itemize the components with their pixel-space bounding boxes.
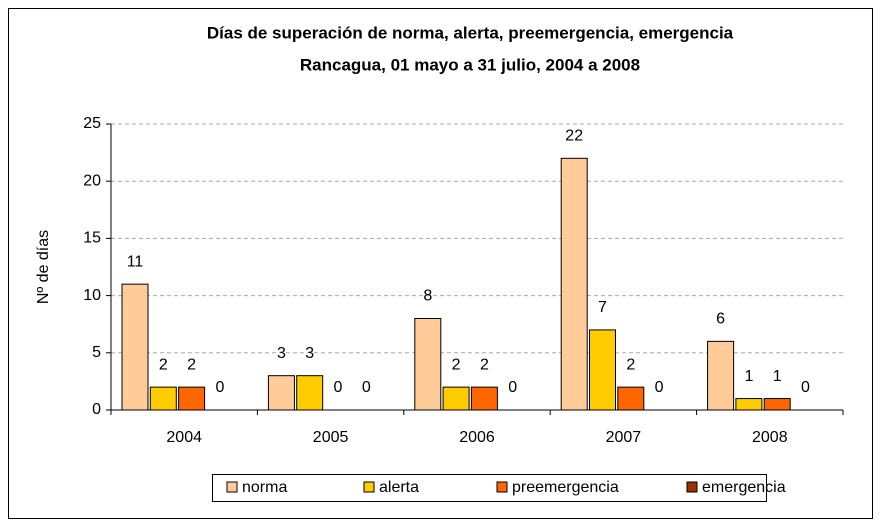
data-label: 1 — [744, 368, 753, 385]
data-label: 1 — [773, 368, 782, 385]
bar — [149, 386, 177, 411]
data-label: 7 — [598, 299, 607, 316]
y-tick-label: 20 — [83, 172, 101, 189]
legend-box — [212, 474, 767, 502]
legend-swatch — [226, 481, 238, 493]
data-label: 2 — [452, 356, 461, 373]
bar — [763, 398, 791, 411]
legend-swatch — [363, 481, 375, 493]
chart-subtitle: Rancagua, 01 mayo a 31 julio, 2004 a 200… — [300, 55, 640, 74]
data-label: 3 — [305, 345, 314, 362]
x-tick-label: 2008 — [752, 429, 788, 446]
data-label: 0 — [801, 379, 810, 396]
data-label: 22 — [565, 128, 583, 145]
bar — [267, 375, 295, 411]
data-label: 2 — [626, 356, 635, 373]
data-label: 3 — [277, 345, 286, 362]
bar — [178, 386, 206, 411]
chart-title: Días de superación de norma, alerta, pre… — [207, 23, 734, 42]
data-label: 0 — [655, 379, 664, 396]
y-tick-label: 5 — [92, 344, 101, 361]
legend-label: norma — [242, 479, 287, 496]
bar — [735, 398, 763, 411]
bar — [470, 386, 498, 411]
bar — [589, 329, 616, 411]
legend-label: preemergencia — [512, 479, 619, 496]
bar — [707, 340, 735, 411]
x-tick-label: 2005 — [313, 429, 349, 446]
y-tick-label: 0 — [92, 401, 101, 418]
y-tick-label: 10 — [83, 287, 101, 304]
data-label: 2 — [159, 356, 168, 373]
y-tick-label: 15 — [83, 230, 101, 247]
bar — [560, 157, 588, 411]
legend-label: alerta — [379, 479, 419, 496]
bar — [414, 317, 442, 411]
bar — [617, 386, 645, 411]
x-tick-label: 2007 — [606, 429, 642, 446]
data-label: 2 — [480, 356, 489, 373]
data-label: 0 — [362, 379, 371, 396]
x-tick-label: 2006 — [459, 429, 495, 446]
data-label: 0 — [215, 379, 224, 396]
data-label: 0 — [508, 379, 517, 396]
data-label: 8 — [423, 288, 432, 305]
data-label: 11 — [127, 253, 144, 270]
chart-border — [8, 8, 873, 519]
legend-swatch — [496, 481, 508, 493]
bar — [121, 283, 149, 411]
x-tick-label: 2004 — [166, 429, 202, 446]
data-label: 0 — [334, 379, 343, 396]
y-axis-label: Nº de días — [35, 230, 52, 304]
data-label: 2 — [187, 356, 196, 373]
y-tick-label: 25 — [83, 115, 101, 132]
data-label: 6 — [716, 311, 725, 328]
legend-swatch — [686, 481, 698, 493]
legend-label: emergencia — [702, 479, 786, 496]
bar — [442, 386, 470, 411]
bar — [296, 375, 324, 411]
